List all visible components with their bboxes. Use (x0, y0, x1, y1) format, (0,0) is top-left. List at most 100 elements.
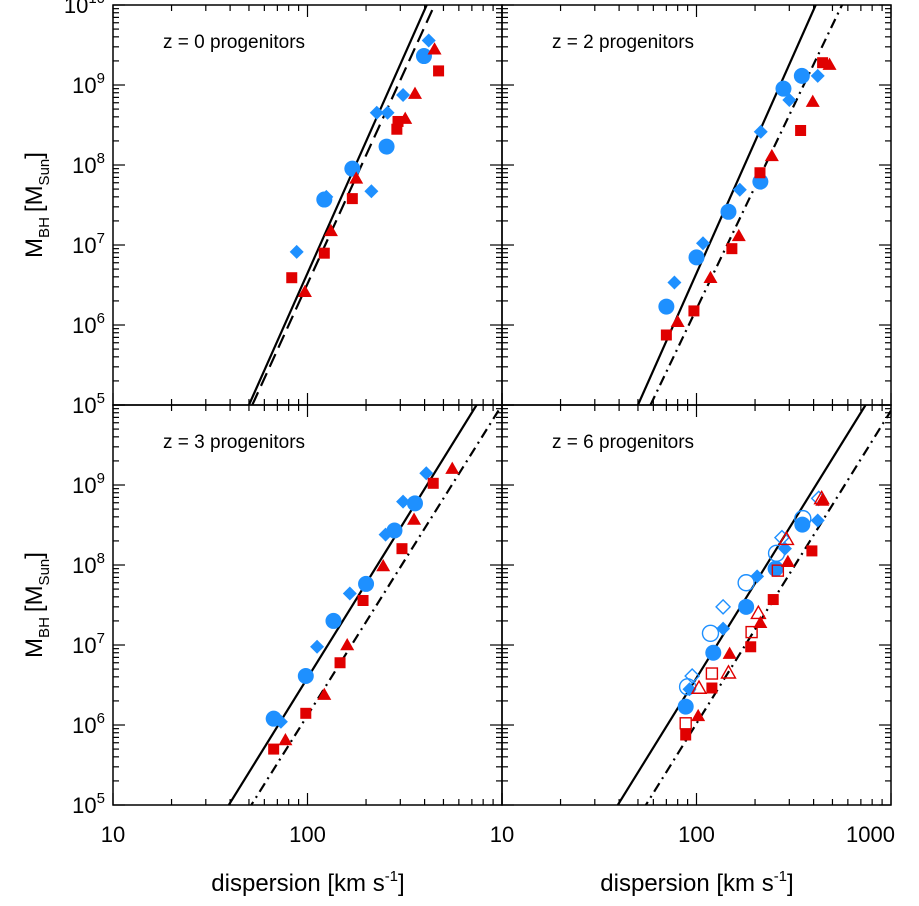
svg-text:MBH[MSun]: MBH [MSun] (21, 552, 53, 658)
chart-3-frame (501, 404, 892, 806)
chart-3-x-tick-label: 10 (490, 822, 514, 847)
chart-1-filled-circle-point (688, 249, 705, 266)
x-axis-title-sup: -1 (774, 868, 787, 885)
chart-3-filled-square-point (745, 641, 757, 653)
chart-3-title: z = 6 progenitors (552, 432, 694, 453)
chart-0-line-dashed (251, 5, 436, 405)
chart-2-filled-diamond-point (419, 466, 434, 481)
chart-2-lines (227, 405, 502, 805)
chart-1-filled-circle-point (775, 80, 792, 97)
chart-3-open-square-point (771, 564, 785, 577)
chart-2-filled-diamond-point (342, 586, 357, 601)
chart-2-filled-square-point (268, 743, 280, 755)
chart-3-open-triangle-point (813, 489, 830, 505)
chart-0-filled-square-point (391, 123, 403, 135)
chart-2-filled-square-point (334, 657, 346, 669)
chart-2-filled-circle-point (406, 495, 423, 512)
chart-1-title: z = 2 progenitors (552, 32, 694, 53)
chart-2-y-tick-label: 108 (72, 550, 105, 578)
chart-3-filled-triangle-point (780, 554, 795, 567)
chart-2-filled-square-point (357, 594, 369, 606)
chart-2-filled-triangle-point (407, 512, 422, 525)
chart-1-filled-diamond-point (753, 124, 768, 139)
chart-0-filled-square-point (346, 193, 358, 205)
chart-1-filled-square-point (754, 167, 766, 179)
chart-1-filled-diamond-point (782, 92, 797, 107)
y-axis-title-unit-sub: Sun (36, 159, 53, 186)
chart-0-frame (112, 4, 503, 406)
chart-0-filled-circle-point (378, 138, 395, 155)
chart-3-open-circle-point (701, 624, 720, 643)
y-axis-title-bottom: MBH [MSun] (21, 552, 53, 658)
chart-3-filled-diamond-point (716, 621, 731, 636)
chart-3-filled-triangle-point (753, 615, 768, 628)
chart-2-filled-triangle-point (278, 732, 293, 746)
chart-3-lines (616, 405, 891, 805)
chart-2-line-dashdot (250, 405, 502, 805)
chart-3-open-triangle-point (778, 530, 795, 546)
x-axis-title-sup: -1 (385, 868, 398, 885)
chart-2-filled-square-point (427, 477, 439, 489)
chart-2-filled-triangle-point (340, 638, 355, 651)
chart-3-filled-triangle-point (815, 493, 830, 506)
chart-2-ticks (112, 404, 503, 806)
chart-1-filled-square-point (688, 305, 700, 317)
y-axis-title-sub: BH (36, 617, 53, 638)
chart-2-frame (112, 404, 503, 806)
y-axis-title-main: M (21, 638, 48, 658)
chart-1-filled-circle-point (720, 203, 737, 220)
chart-1-filled-square-point (817, 57, 829, 69)
chart-3-x-tick-label: 100 (678, 822, 715, 847)
chart-1-points (658, 57, 837, 341)
chart-3-open-square-point (745, 625, 758, 639)
chart-3-filled-triangle-point (722, 646, 737, 659)
chart-2-points (265, 461, 460, 755)
chart-0-filled-circle-point (344, 160, 361, 177)
chart-3-filled-circle-point (677, 698, 694, 715)
chart-3-filled-square-point (706, 682, 718, 694)
chart-0-filled-triangle-point (323, 223, 338, 237)
chart-2-filled-square-point (396, 543, 408, 555)
x-axis-title-main: dispersion [km s (211, 870, 384, 897)
chart-2-title: z = 3 progenitors (163, 432, 305, 453)
chart-1-filled-triangle-point (731, 228, 746, 242)
chart-3-open-diamond-point (715, 598, 732, 615)
chart-0-filled-circle-point (415, 48, 432, 65)
y-axis-title-unit: [M (21, 585, 48, 612)
chart-1-filled-square-point (660, 329, 672, 341)
chart-2-filled-circle-point (297, 667, 314, 684)
chart-2-filled-triangle-point (317, 687, 332, 700)
chart-0-filled-triangle-point (427, 42, 442, 55)
x-axis-title-main: dispersion [km s (600, 870, 773, 897)
chart-2-filled-triangle-point (445, 461, 460, 474)
y-axis-title-unit: [M (21, 185, 48, 212)
chart-3-x-tick-label: 1000 (846, 822, 895, 847)
chart-2-filled-circle-point (325, 612, 342, 629)
chart-1-filled-circle-point (658, 298, 675, 315)
chart-2-y-tick-label: 106 (72, 710, 105, 738)
chart-1-filled-diamond-point (810, 68, 825, 83)
chart-0-filled-diamond-point (421, 33, 436, 48)
chart-1-filled-triangle-point (670, 314, 685, 327)
chart-3-filled-diamond-point (750, 569, 765, 584)
chart-3-points (677, 489, 830, 741)
chart-2-filled-circle-point (358, 575, 375, 592)
chart-2-filled-square-point (300, 707, 312, 719)
chart-3-filled-square-point (767, 594, 779, 606)
chart-3-filled-triangle-point (691, 708, 706, 722)
chart-0-points (286, 33, 445, 298)
chart-3-open-diamond-point (684, 667, 701, 684)
chart-3-line-solid (616, 405, 867, 805)
chart-2-filled-diamond-point (378, 527, 393, 542)
chart-3-open-square-point (705, 667, 719, 680)
chart-0-filled-diamond-point (319, 189, 334, 204)
chart-3-open-triangle-point (720, 664, 737, 679)
chart-0-filled-diamond-point (396, 87, 411, 102)
chart-1-filled-diamond-point (667, 275, 682, 290)
chart-0-filled-diamond-point (364, 184, 379, 199)
y-axis-title-end: ] (21, 152, 48, 159)
chart-3-panel: z = 6 progenitors 10 100 1000 (490, 404, 895, 847)
y-axis-title-main: M (21, 238, 48, 258)
chart-2-line-solid (227, 405, 478, 805)
